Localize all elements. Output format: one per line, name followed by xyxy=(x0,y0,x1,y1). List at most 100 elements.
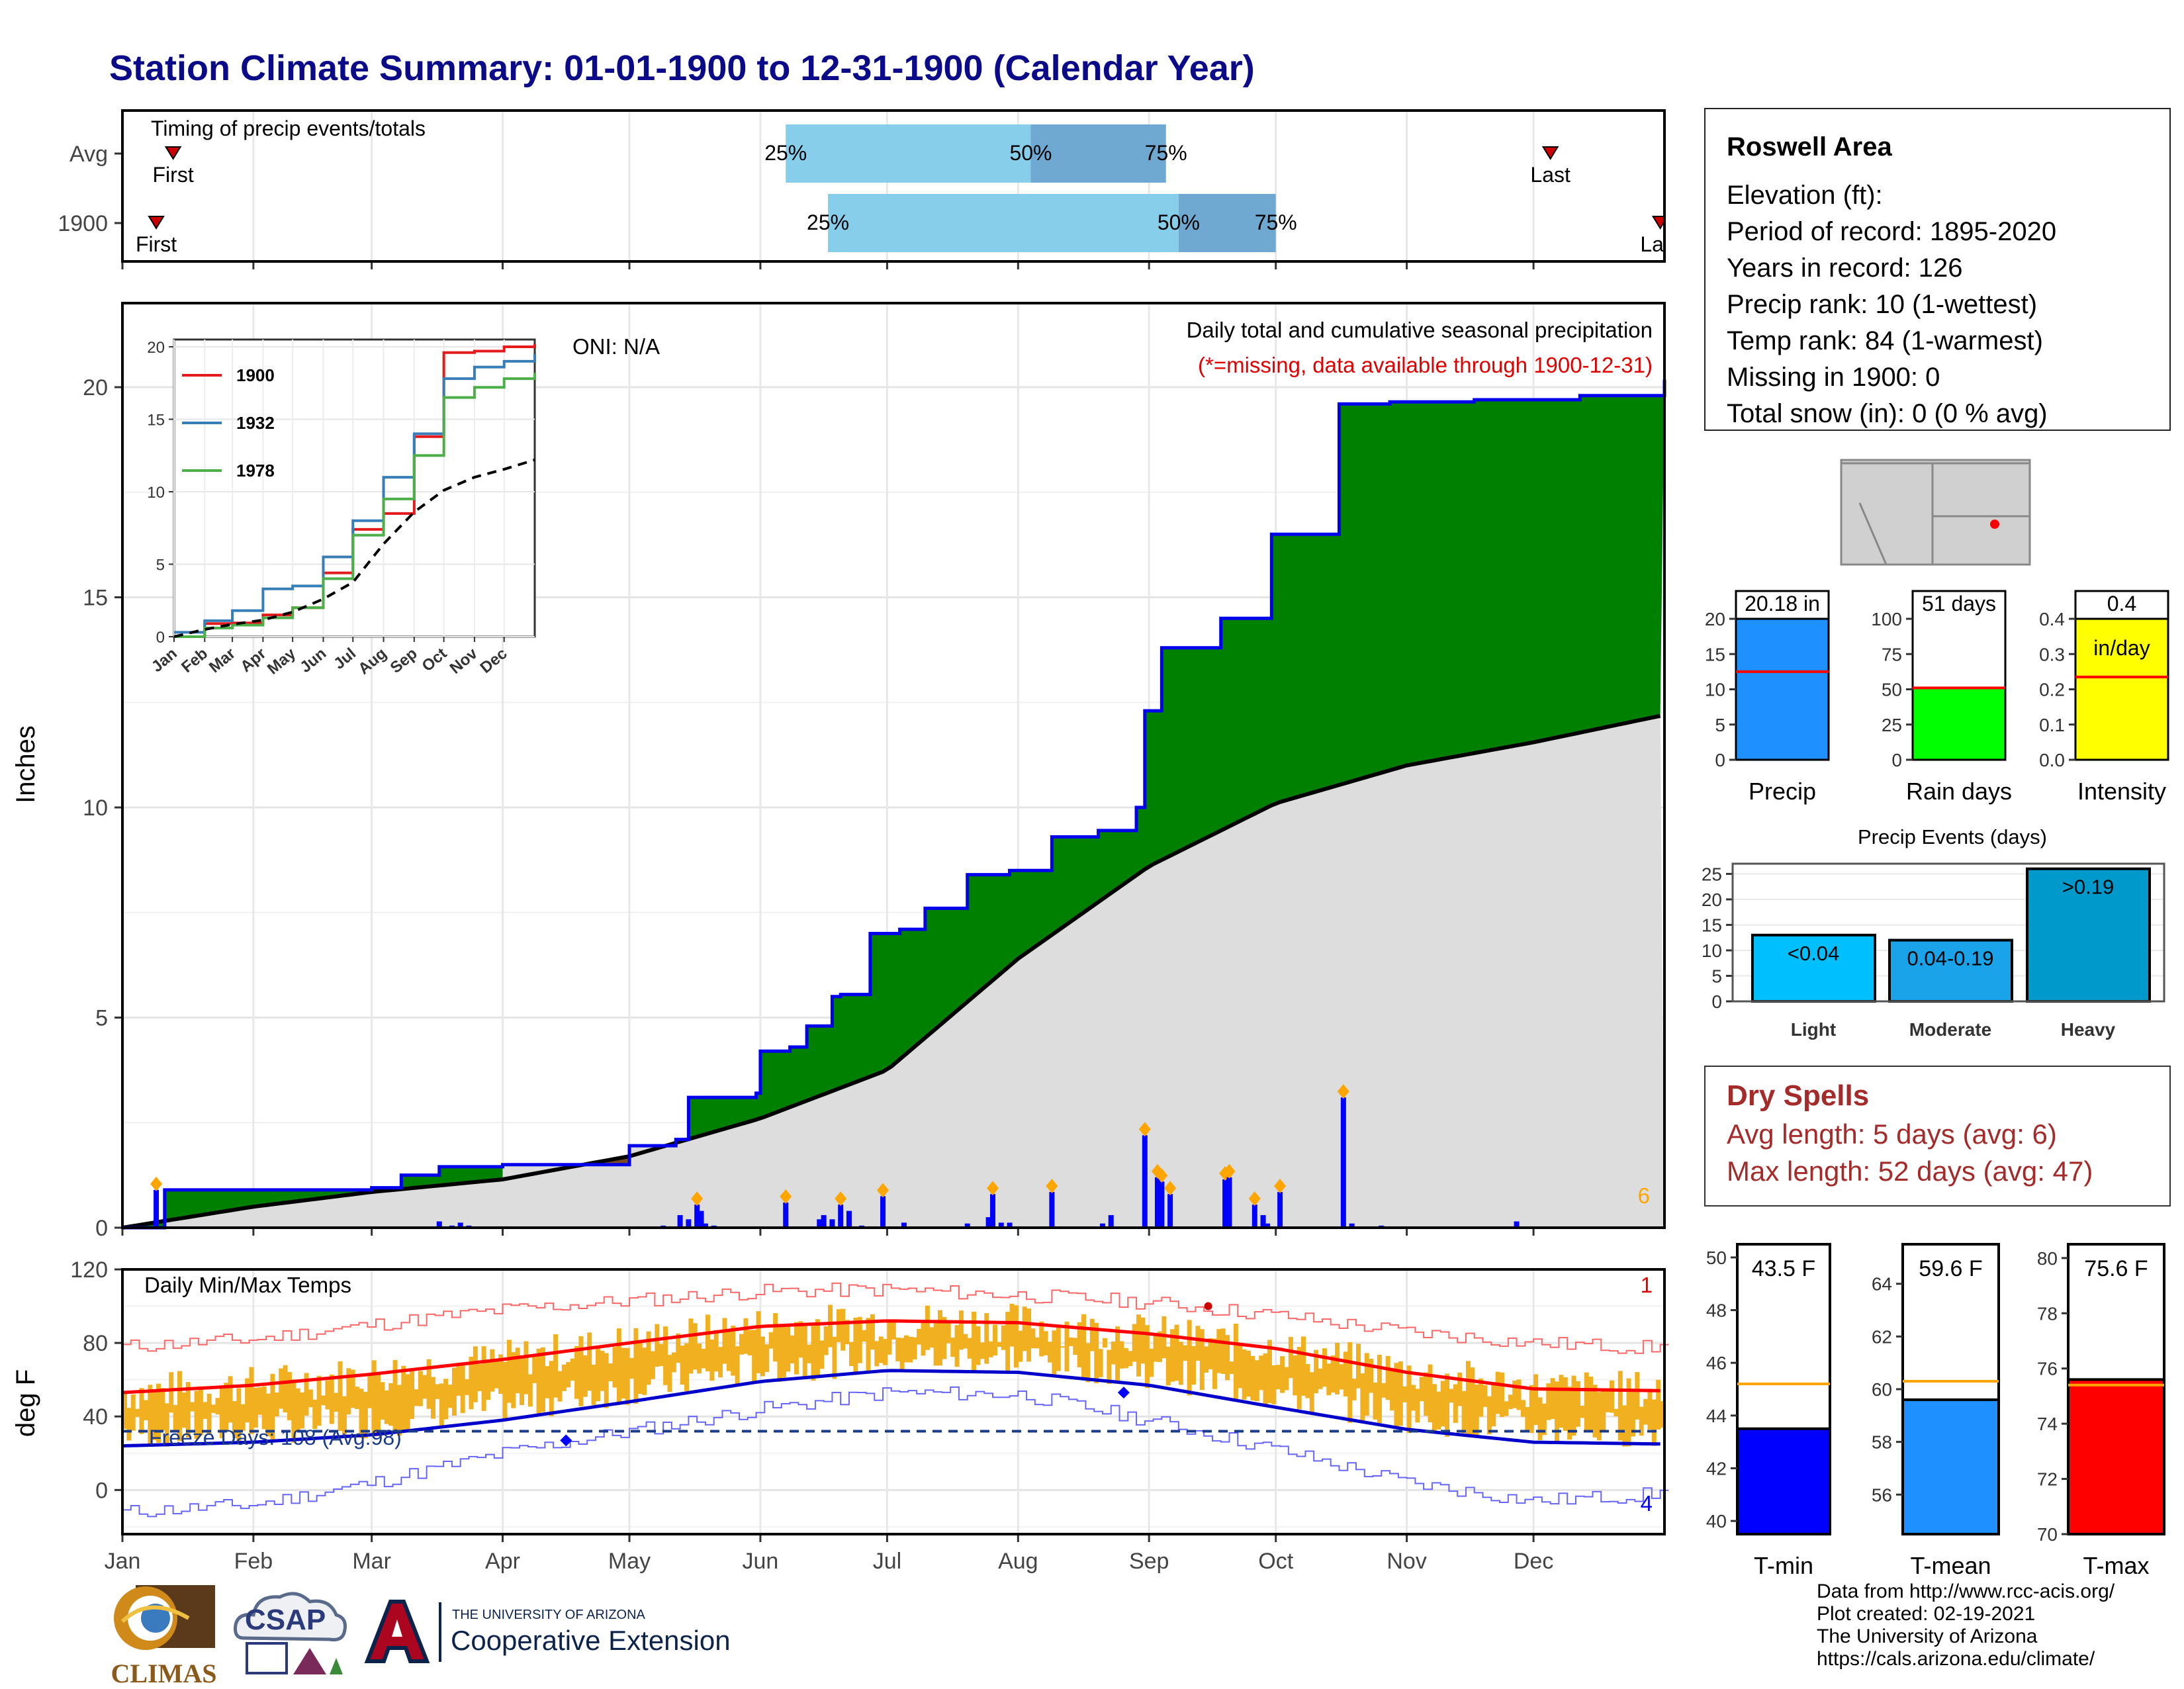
inset-ytick-label: 20 xyxy=(147,339,165,357)
daily-temp-range-bar xyxy=(249,1367,254,1434)
daily-temp-range-bar xyxy=(747,1330,752,1355)
daily-temp-range-bar xyxy=(608,1363,614,1381)
precip-event-category: Light xyxy=(1791,1019,1836,1040)
daily-temp-range-bar xyxy=(1318,1368,1323,1389)
mini-bar-value-label: 0.4 xyxy=(2107,592,2136,616)
timing-bar-q25-q50 xyxy=(786,124,1031,183)
inset-series-line xyxy=(174,353,536,634)
daily-temp-range-bar xyxy=(595,1347,600,1402)
daily-temp-range-bar xyxy=(1039,1321,1044,1357)
daily-temp-range-bar xyxy=(363,1392,368,1439)
daily-temp-range-bar xyxy=(1575,1381,1580,1427)
precip-events-tick-label: 20 xyxy=(1702,890,1722,910)
daily-temp-range-bar xyxy=(1347,1342,1353,1423)
temp-bar-value-label: 59.6 F xyxy=(1919,1256,1982,1281)
daily-precip-bar xyxy=(817,1219,823,1228)
daily-temp-range-bar xyxy=(173,1404,178,1432)
daily-temp-range-bar xyxy=(1592,1385,1598,1438)
daily-temp-range-bar xyxy=(371,1360,377,1434)
daily-temp-range-bar xyxy=(1030,1328,1036,1349)
daily-temp-range-bar xyxy=(760,1336,765,1377)
daily-temp-range-bar xyxy=(1026,1308,1032,1362)
daily-temp-range-bar xyxy=(1537,1397,1543,1441)
temp-ytick-label: 0 xyxy=(95,1478,108,1503)
daily-temp-range-bar xyxy=(1647,1389,1653,1430)
daily-temp-range-bar xyxy=(929,1327,934,1348)
timing-q50-label: 50% xyxy=(1009,141,1052,165)
daily-temp-range-bar xyxy=(1013,1305,1019,1368)
timing-first-marker xyxy=(164,146,182,160)
daily-temp-range-bar xyxy=(1229,1361,1234,1374)
temp-panel-title: Daily Min/Max Temps xyxy=(144,1273,351,1297)
timing-last-marker xyxy=(1541,146,1559,160)
daily-precip-bar xyxy=(1154,1177,1160,1228)
timing-bar-q50-q75 xyxy=(1178,194,1276,252)
daily-temp-range-bar xyxy=(979,1342,985,1359)
daily-temp-range-bar xyxy=(718,1347,723,1378)
daily-temp-range-bar xyxy=(553,1334,559,1398)
daily-temp-range-bar xyxy=(338,1361,343,1432)
daily-temp-range-bar xyxy=(527,1374,533,1407)
daily-temp-range-bar xyxy=(1284,1367,1289,1391)
mini-bar-tick-label: 50 xyxy=(1882,680,1902,700)
tmin-avg-line xyxy=(122,1369,1661,1448)
daily-temp-range-bar xyxy=(866,1318,871,1371)
daily-temp-range-bar xyxy=(295,1388,300,1430)
daily-temp-range-bar xyxy=(1339,1364,1344,1390)
temp-bar-value-label: 43.5 F xyxy=(1752,1256,1815,1281)
daily-temp-range-bar xyxy=(993,1324,997,1356)
daily-precip-bar xyxy=(702,1223,708,1228)
daily-temp-range-bar xyxy=(1293,1355,1298,1396)
daily-temp-range-bar xyxy=(1254,1360,1259,1402)
daily-temp-range-bar xyxy=(1144,1325,1150,1389)
daily-temp-range-bar xyxy=(1550,1378,1555,1420)
daily-temp-range-bar xyxy=(232,1401,237,1439)
daily-temp-range-bar xyxy=(410,1371,415,1420)
month-tick-label: Apr xyxy=(485,1549,520,1574)
timing-first-label: First xyxy=(153,163,194,187)
daily-temp-range-bar xyxy=(261,1386,267,1430)
daily-temp-range-bar xyxy=(798,1321,803,1358)
daily-temp-range-bar xyxy=(1280,1356,1285,1393)
credit-line: Data from http://www.rcc-acis.org/ xyxy=(1817,1580,2115,1602)
observed-cumulative-line xyxy=(122,379,1666,1230)
mini-bar-tick-label: 100 xyxy=(1871,609,1902,629)
daily-temp-range-bar xyxy=(912,1337,917,1359)
daily-temp-range-bar xyxy=(557,1371,563,1402)
daily-temp-range-bar xyxy=(726,1329,731,1371)
daily-temp-range-bar xyxy=(257,1387,263,1415)
daily-temp-range-bar xyxy=(1187,1320,1192,1396)
daily-temp-range-bar xyxy=(650,1351,655,1379)
daily-temp-range-bar xyxy=(1617,1371,1623,1441)
precip-events-frame xyxy=(1731,862,2165,1003)
daily-temp-range-bar xyxy=(781,1326,786,1378)
daily-temp-range-bar xyxy=(1660,1401,1665,1428)
daily-temp-range-bar xyxy=(346,1368,351,1415)
daily-temp-range-bar xyxy=(1208,1338,1213,1369)
daily-precip-bar xyxy=(1349,1223,1355,1228)
daily-temp-range-bar xyxy=(1525,1406,1530,1433)
precip-event-category: Heavy xyxy=(2061,1019,2116,1040)
station-info-box: Roswell Area Elevation (ft): Period of r… xyxy=(1704,108,2171,431)
daily-precip-bar xyxy=(1167,1194,1173,1228)
daily-precip-bar xyxy=(990,1194,996,1228)
mini-bar-value-label: 51 days xyxy=(1922,592,1996,616)
daily-temp-range-bar xyxy=(177,1371,182,1441)
ua-divider xyxy=(439,1602,441,1662)
state-map-borders xyxy=(1841,462,2030,565)
daily-temp-range-bar xyxy=(655,1324,660,1367)
daily-temp-range-bar xyxy=(224,1383,229,1432)
daily-temp-range-bar xyxy=(1394,1363,1399,1428)
daily-temp-range-bar xyxy=(1580,1406,1585,1418)
daily-temp-range-bar xyxy=(325,1380,330,1410)
daily-temp-range-bar xyxy=(764,1344,770,1372)
daily-temp-range-bar xyxy=(938,1310,943,1366)
record-high-line xyxy=(122,1282,1669,1354)
record-low-marker xyxy=(560,1434,572,1447)
mini-bar-tick-label: 0 xyxy=(1891,750,1902,770)
daily-temp-range-bar xyxy=(206,1394,212,1435)
daily-temp-range-bar xyxy=(1461,1391,1467,1434)
daily-temp-range-bar xyxy=(270,1373,275,1440)
daily-precip-bar xyxy=(154,1189,159,1228)
